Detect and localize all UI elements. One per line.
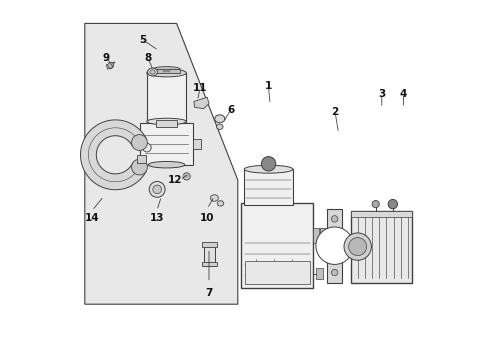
Text: 5: 5	[139, 35, 146, 45]
Circle shape	[131, 159, 147, 175]
Bar	[156, 121, 177, 127]
Ellipse shape	[147, 118, 186, 125]
Circle shape	[331, 269, 338, 276]
Circle shape	[108, 62, 114, 68]
Text: 2: 2	[331, 107, 339, 117]
Polygon shape	[80, 120, 147, 190]
Bar	[316, 268, 323, 279]
Ellipse shape	[150, 70, 155, 74]
Text: 10: 10	[200, 213, 215, 223]
Ellipse shape	[147, 68, 157, 76]
Circle shape	[388, 199, 397, 209]
Bar	[202, 242, 217, 247]
Circle shape	[316, 227, 353, 264]
Circle shape	[183, 173, 190, 180]
Bar	[242, 203, 314, 288]
Text: 7: 7	[205, 288, 213, 298]
Bar	[351, 211, 413, 217]
Bar	[314, 228, 319, 243]
Bar	[320, 228, 326, 243]
Ellipse shape	[210, 195, 219, 201]
Ellipse shape	[147, 69, 186, 77]
Text: 1: 1	[265, 81, 272, 91]
Bar	[193, 139, 200, 149]
Text: 4: 4	[400, 89, 407, 99]
Text: 3: 3	[378, 89, 386, 99]
Circle shape	[349, 238, 367, 256]
Circle shape	[143, 143, 151, 152]
Bar	[327, 209, 342, 283]
Bar	[183, 175, 190, 177]
Ellipse shape	[153, 67, 180, 72]
Text: 13: 13	[149, 213, 164, 223]
Bar	[245, 261, 310, 284]
Circle shape	[149, 181, 165, 197]
Ellipse shape	[148, 162, 185, 168]
Text: 8: 8	[144, 53, 151, 63]
Circle shape	[331, 216, 338, 222]
Bar	[245, 169, 293, 205]
Bar	[163, 70, 170, 72]
Ellipse shape	[217, 124, 223, 130]
Ellipse shape	[217, 201, 224, 206]
Circle shape	[372, 201, 379, 208]
Bar	[204, 245, 215, 266]
Text: 9: 9	[103, 53, 110, 63]
Bar	[147, 73, 186, 122]
Bar	[153, 69, 180, 73]
Circle shape	[131, 135, 147, 150]
Ellipse shape	[215, 115, 225, 123]
Text: 12: 12	[168, 175, 182, 185]
Text: 11: 11	[193, 83, 207, 93]
Circle shape	[153, 185, 162, 194]
Bar	[137, 155, 146, 163]
Ellipse shape	[245, 165, 293, 173]
Text: 6: 6	[227, 105, 234, 115]
Bar	[202, 262, 217, 266]
Polygon shape	[106, 62, 115, 69]
Polygon shape	[85, 23, 238, 304]
Bar	[351, 211, 413, 283]
Polygon shape	[194, 97, 209, 109]
Circle shape	[344, 233, 371, 260]
Text: 14: 14	[85, 213, 99, 223]
Bar	[141, 123, 193, 165]
Circle shape	[261, 157, 276, 171]
